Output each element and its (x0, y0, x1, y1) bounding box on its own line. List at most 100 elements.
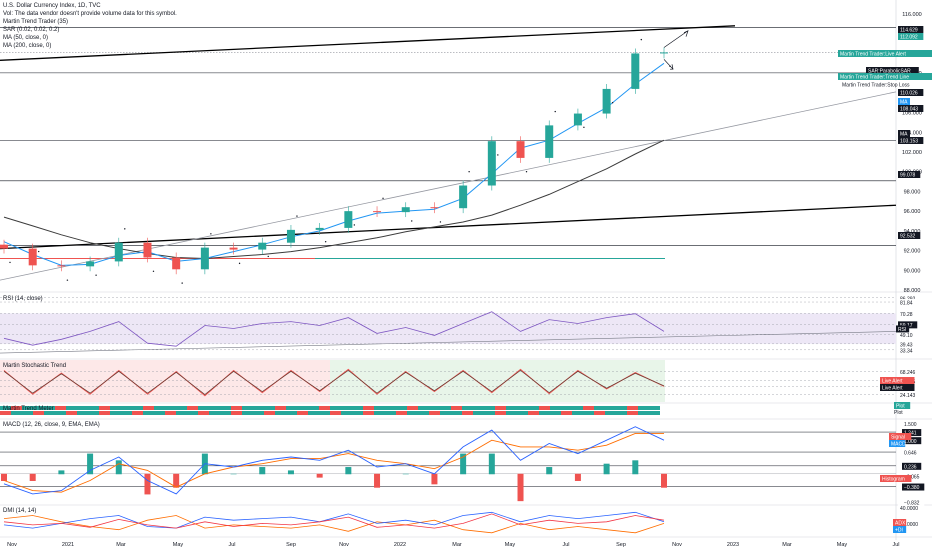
symbol-title[interactable]: U.S. Dollar Currency Index, 1D, TVC (3, 3, 101, 9)
meter-cell-top (77, 406, 88, 410)
macd-histogram-bar (1, 473, 7, 481)
macd-histogram-bar (287, 470, 294, 475)
meter-cell-bottom (11, 411, 22, 415)
candle-body (258, 242, 267, 250)
price-label-2-bg (838, 50, 932, 57)
indicator-sar[interactable]: SAR (0.02, 0.02, 0.2) (3, 27, 60, 33)
meter-cell-bottom (121, 411, 132, 415)
time-axis[interactable]: Nov 2021 Mar May Jul Sep Nov 2022 Mar May Jul Sep No… (7, 542, 899, 548)
meter-cell-top (121, 406, 132, 410)
indicator-ma200[interactable]: MA (200, close, 0) (3, 43, 52, 49)
macd-axis-label-7: −0.832 (904, 500, 920, 506)
meter-cell-top (594, 406, 605, 410)
macd-histogram-bar (345, 467, 352, 475)
macd-axis-label-7-bg (902, 498, 925, 506)
macd-histogram-bar (603, 463, 610, 475)
price-axis-tick: 106.000 (902, 111, 922, 117)
trend-meter-strip[interactable] (0, 406, 660, 415)
meter-cell-bottom (484, 411, 495, 415)
di-minus-line (3, 515, 665, 534)
price-axis-tick: 90.000 (904, 268, 921, 274)
candle-body (660, 52, 668, 54)
price-label-4: Martin Trend Trader:Trend Line (840, 75, 909, 81)
time-axis-label: Nov (339, 542, 349, 548)
meter-cell-bottom (396, 411, 407, 415)
time-axis-label: 2022 (394, 542, 406, 548)
meter-cell-bottom (594, 411, 605, 415)
dmi-label[interactable]: DMI (14, 14) (3, 508, 37, 514)
meter-cell-bottom (209, 411, 220, 415)
dmi-axis-label-0-bg (898, 504, 924, 512)
rsi-axis-label-4-bg (898, 331, 918, 339)
macd-histogram-bar (316, 473, 323, 478)
stoch-label[interactable]: Martin Stochastic Trend (3, 363, 67, 369)
candle-body (459, 185, 468, 209)
rsi-label[interactable]: RSI (14, close) (3, 296, 43, 302)
meter-cell-bottom (176, 411, 187, 415)
price-axis-tick: 96.000 (904, 209, 921, 215)
meter-cell-bottom (319, 411, 330, 415)
macd-axis-label-0: 1.500 (904, 422, 917, 428)
rsi-axis-label-4: 49.10 (900, 333, 913, 339)
meter-cell-bottom (231, 411, 242, 415)
time-axis-label: 2023 (727, 542, 739, 548)
stoch-pane[interactable] (0, 360, 896, 402)
macd-label[interactable]: MACD (12, 26, close, 9, EMA, EMA) (3, 422, 100, 428)
di-plus-line (3, 511, 665, 529)
candle-body (286, 229, 295, 243)
meter-cell-bottom (363, 411, 374, 415)
trend-meter-label[interactable]: Martin Trend Meter (3, 406, 54, 412)
rsi-axis-label-6-bg (898, 346, 918, 354)
meter-cell-top (484, 406, 495, 410)
indicator-martin-trend[interactable]: Martin Trend Trader (35) (3, 19, 69, 25)
macd-histogram-bar (402, 473, 409, 475)
price-pane[interactable] (0, 25, 897, 284)
macd-axis-label-2: 1.000 (904, 439, 917, 445)
meter-cell-bottom (88, 411, 99, 415)
right-price-axis[interactable]: 116.000112.000110.000108.000106.000104.0… (838, 12, 932, 534)
macd-pane[interactable] (0, 426, 896, 502)
meter-cell-bottom (264, 411, 275, 415)
sar-dot (468, 171, 470, 173)
meter-cell-top (88, 406, 99, 410)
price-label-9: MA (900, 132, 908, 138)
meter-cell-bottom (352, 411, 363, 415)
meter-cell-bottom (539, 411, 550, 415)
macd-histogram-bar (431, 473, 438, 485)
meter-cell-top (176, 406, 187, 410)
candle-body (602, 88, 611, 114)
meter-cell-bottom (132, 411, 143, 415)
stoch-bg-green (330, 360, 665, 402)
rsi-axis-label-3-bg (898, 321, 918, 329)
meter-cell-top (22, 406, 33, 410)
time-axis-label: Sep (616, 542, 626, 548)
macd-histogram-bar (230, 473, 237, 475)
macd-histogram-bar (58, 470, 65, 475)
rsi-axis-label-2-bg (898, 310, 918, 318)
price-label-3: SAR:ParabolicSAR (868, 69, 911, 75)
meter-cell-top (286, 406, 297, 410)
time-axis-label: Mar (452, 542, 462, 548)
price-label-12-bg (898, 232, 921, 239)
dmi-axis-label-1: 20.0000 (900, 522, 918, 528)
meter-cell-top (561, 406, 572, 410)
time-axis-label: Nov (7, 542, 17, 548)
meter-cell-bottom (429, 411, 440, 415)
indicator-ma50[interactable]: MA (50, close, 0) (3, 35, 49, 41)
macd-histogram-bar (546, 467, 553, 475)
meter-cell-bottom (627, 411, 638, 415)
rsi-axis-label-1: 81.84 (900, 301, 913, 307)
stoch-axis-label-0-bg (898, 368, 921, 376)
rsi-pane[interactable] (0, 297, 897, 354)
price-axis-tick: 94.000 (904, 229, 921, 235)
meter-cell-top (187, 406, 198, 410)
stoch-badge-live-1-bg (880, 377, 915, 384)
candle-body (545, 125, 554, 158)
meter-cell-bottom (154, 411, 165, 415)
dmi-pane[interactable] (3, 511, 665, 534)
projection-arrow-down (663, 59, 674, 70)
candle-body (172, 257, 181, 270)
meter-cell-bottom (110, 411, 121, 415)
sar-dot (525, 171, 528, 173)
